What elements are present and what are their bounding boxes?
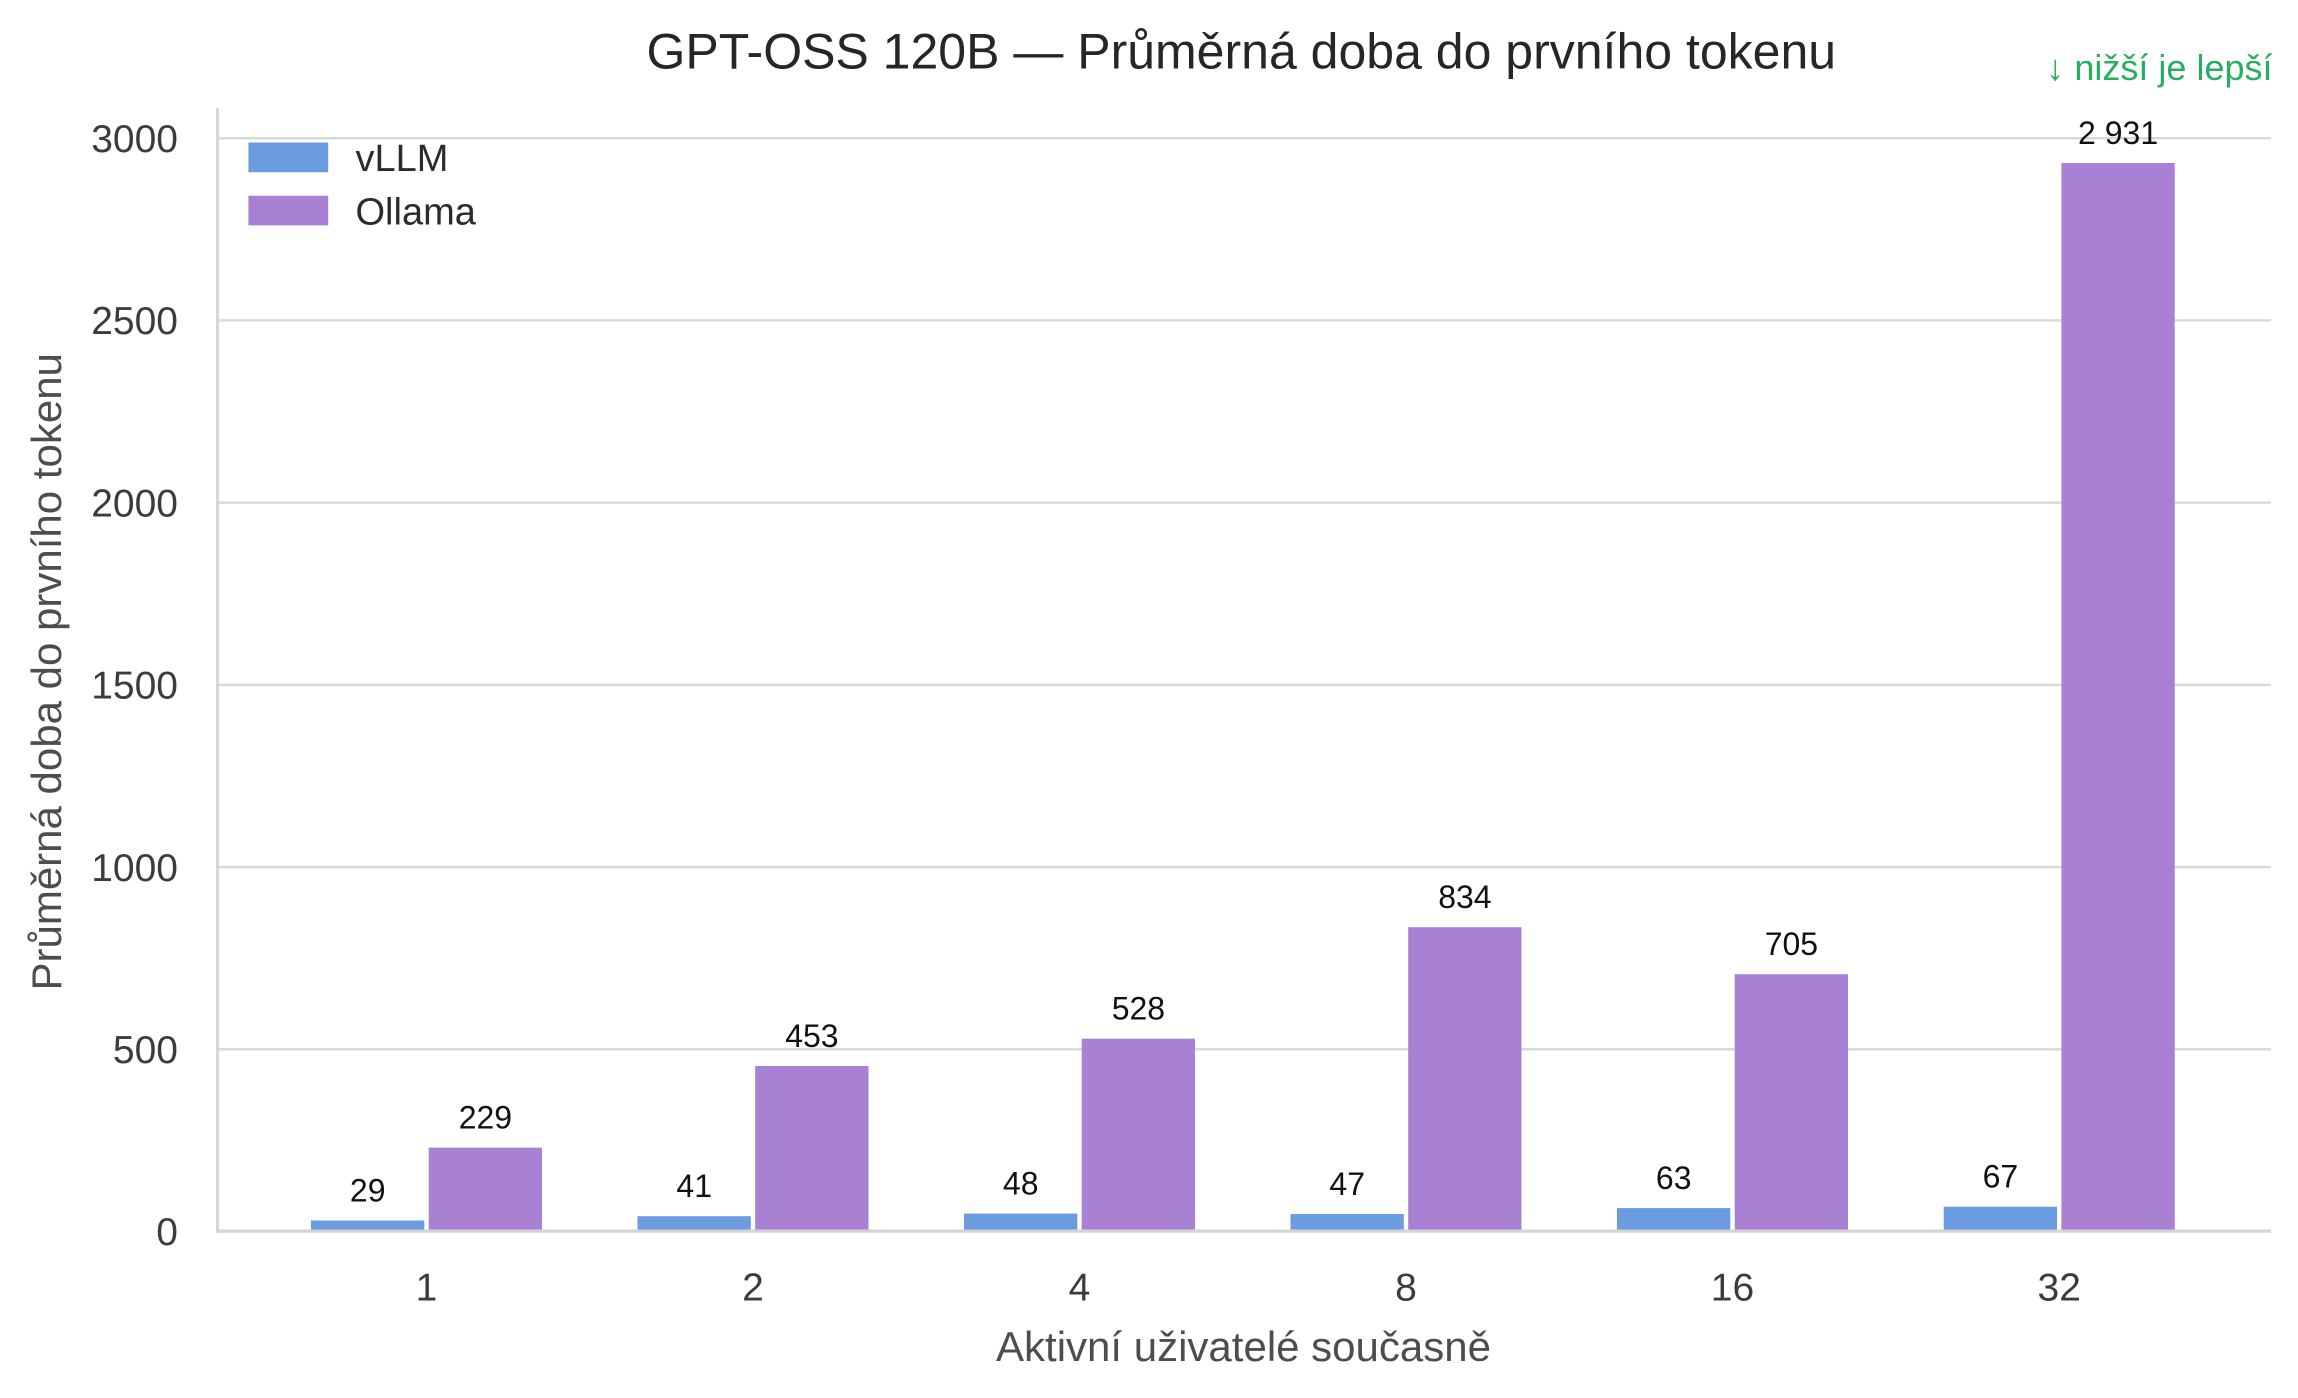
svg-text:GPT-OSS 120B — Průměrná doba d: GPT-OSS 120B — Průměrná doba do prvního … [647,24,1837,80]
svg-text:vLLM: vLLM [356,138,449,180]
svg-text:229: 229 [459,1100,512,1136]
svg-text:29: 29 [350,1173,386,1209]
svg-text:8: 8 [1395,1266,1417,1309]
svg-text:↓ nižší je lepší: ↓ nižší je lepší [2046,47,2272,88]
svg-text:Průměrná doba do prvního token: Průměrná doba do prvního tokenu [23,353,70,990]
svg-text:4: 4 [1069,1266,1091,1309]
svg-text:0: 0 [156,1211,178,1254]
svg-text:2500: 2500 [91,300,178,343]
svg-text:67: 67 [1983,1159,2019,1195]
svg-text:528: 528 [1112,991,1165,1027]
svg-text:2: 2 [742,1266,764,1309]
svg-text:1500: 1500 [91,665,178,708]
svg-text:1: 1 [416,1266,438,1309]
svg-text:16: 16 [1711,1266,1754,1309]
svg-text:453: 453 [785,1018,838,1054]
svg-text:3000: 3000 [91,118,178,161]
svg-text:1000: 1000 [91,847,178,890]
svg-text:500: 500 [113,1029,178,1072]
svg-text:63: 63 [1656,1160,1692,1196]
svg-text:2 931: 2 931 [2078,115,2158,151]
svg-text:41: 41 [676,1168,712,1204]
svg-text:48: 48 [1003,1166,1039,1202]
svg-text:Ollama: Ollama [356,191,477,233]
svg-text:705: 705 [1765,926,1818,962]
svg-text:2000: 2000 [91,482,178,525]
svg-text:32: 32 [2038,1266,2081,1309]
svg-text:47: 47 [1329,1166,1365,1202]
svg-text:834: 834 [1438,879,1491,915]
svg-text:Aktivní uživatelé současně: Aktivní uživatelé současně [996,1323,1491,1370]
